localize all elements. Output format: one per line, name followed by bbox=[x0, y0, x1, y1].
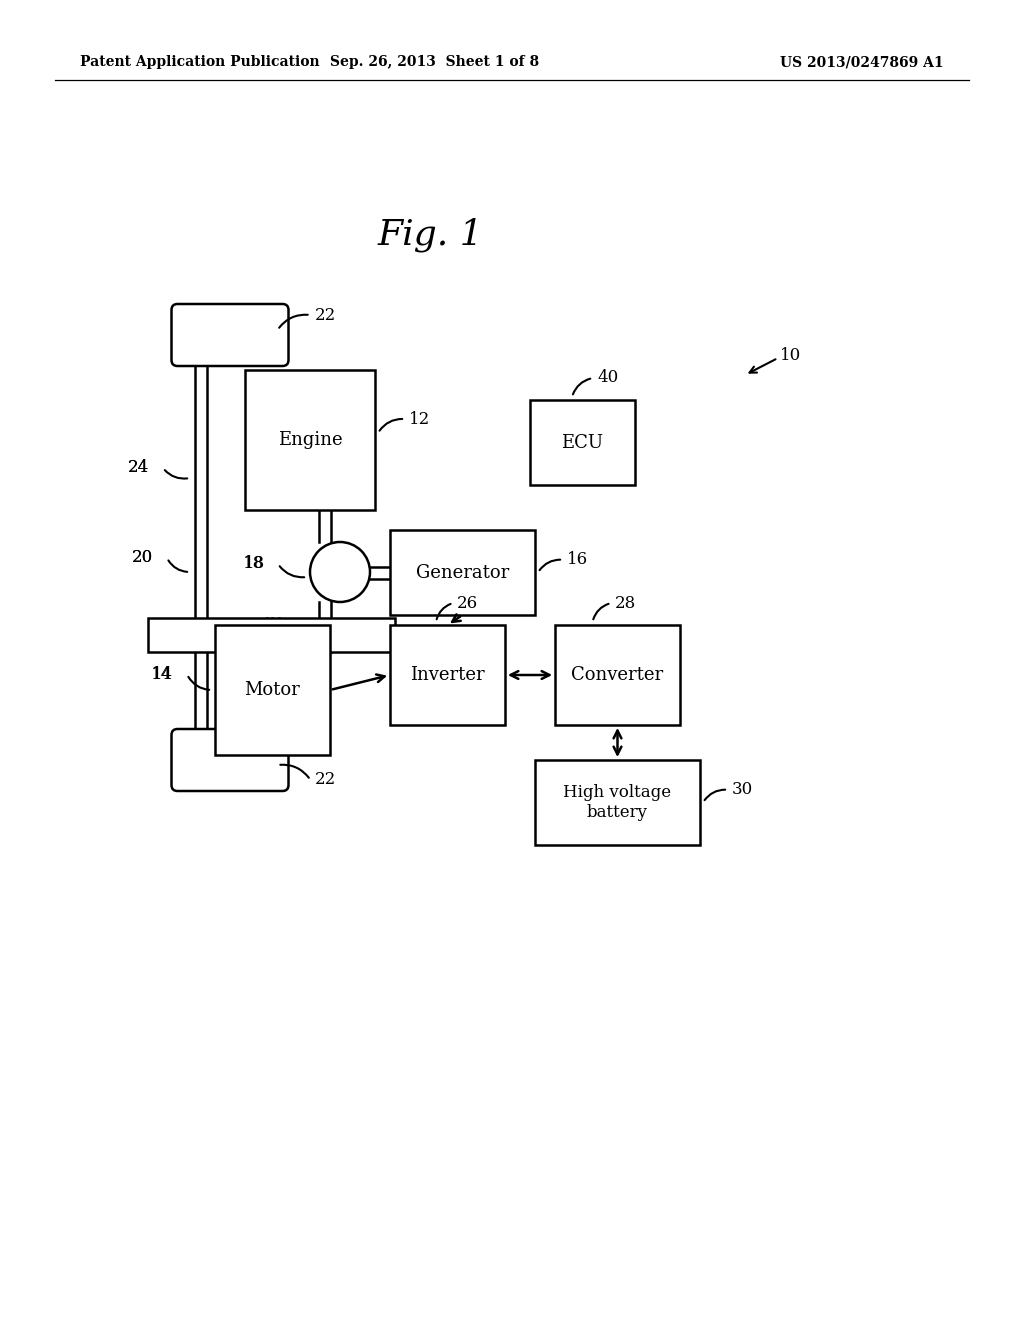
Bar bbox=[390, 531, 535, 615]
Text: 30: 30 bbox=[732, 781, 754, 799]
Bar bbox=[215, 624, 330, 755]
Text: 12: 12 bbox=[409, 411, 430, 428]
Text: 18: 18 bbox=[243, 556, 264, 573]
Text: Motor: Motor bbox=[245, 681, 300, 700]
Text: Generator: Generator bbox=[416, 564, 509, 582]
Text: Sep. 26, 2013  Sheet 1 of 8: Sep. 26, 2013 Sheet 1 of 8 bbox=[331, 55, 540, 69]
Text: 22: 22 bbox=[314, 306, 336, 323]
Text: Inverter: Inverter bbox=[411, 667, 484, 684]
FancyBboxPatch shape bbox=[171, 729, 289, 791]
Text: 20: 20 bbox=[132, 549, 154, 566]
Text: Patent Application Publication: Patent Application Publication bbox=[80, 55, 319, 69]
FancyBboxPatch shape bbox=[171, 304, 289, 366]
Text: 10: 10 bbox=[780, 346, 801, 363]
Text: 28: 28 bbox=[615, 594, 637, 611]
Text: 22: 22 bbox=[314, 771, 336, 788]
Text: 24: 24 bbox=[128, 459, 150, 477]
Text: 40: 40 bbox=[597, 370, 618, 387]
Text: 26: 26 bbox=[458, 594, 478, 611]
Text: 18: 18 bbox=[244, 556, 265, 573]
Bar bbox=[555, 624, 680, 725]
Text: US 2013/0247869 A1: US 2013/0247869 A1 bbox=[780, 55, 944, 69]
Text: 24: 24 bbox=[128, 459, 150, 477]
Text: 20: 20 bbox=[132, 549, 154, 566]
Bar bbox=[530, 400, 635, 484]
Bar bbox=[245, 370, 375, 510]
Text: ECU: ECU bbox=[561, 433, 603, 451]
Bar bbox=[390, 624, 505, 725]
Bar bbox=[148, 618, 395, 652]
Text: Converter: Converter bbox=[571, 667, 664, 684]
Text: 16: 16 bbox=[567, 552, 588, 568]
Text: 14: 14 bbox=[152, 665, 173, 682]
Text: Engine: Engine bbox=[278, 432, 342, 449]
Bar bbox=[535, 760, 700, 845]
Text: High voltage
battery: High voltage battery bbox=[563, 784, 672, 821]
Text: 14: 14 bbox=[151, 665, 172, 682]
Text: Fig. 1: Fig. 1 bbox=[377, 218, 483, 252]
